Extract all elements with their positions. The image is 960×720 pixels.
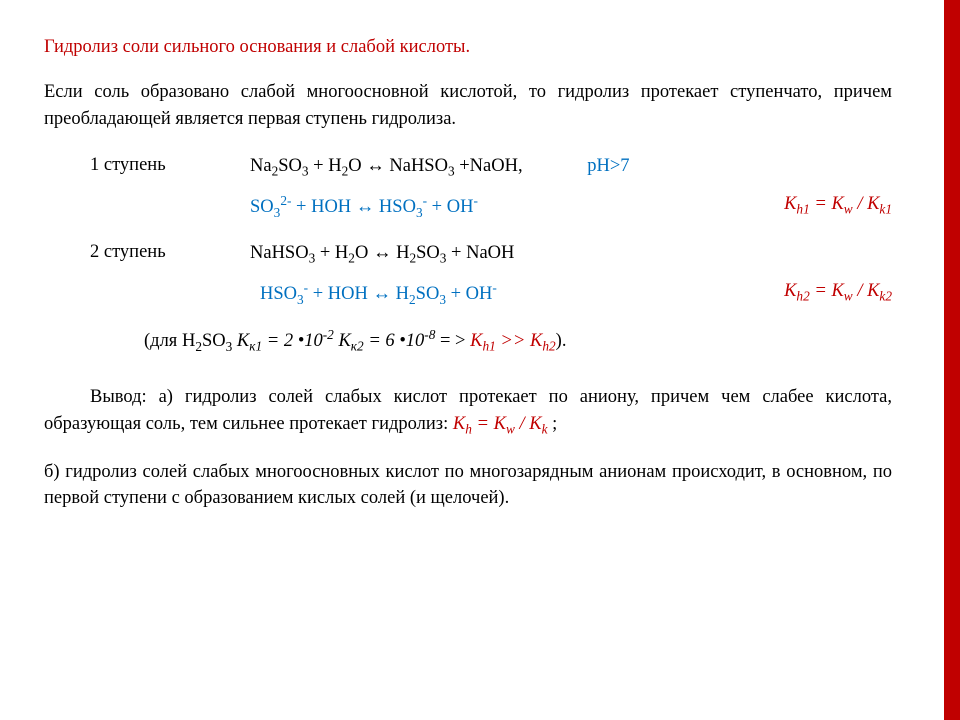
step1-ph: pH>7 — [587, 156, 629, 176]
step1-ionic-eq: SO32- + HOH ↔ HSO3- + OH- — [250, 191, 754, 222]
slide-title: Гидролиз соли сильного основания и слабо… — [44, 34, 892, 61]
k-constants-line: (для H2SO3 Kк1 = 2 •10-2 Kк2 = 6 •10-8 =… — [44, 325, 892, 356]
accent-sidebar — [944, 0, 960, 720]
step1-label: 1 ступень — [90, 152, 250, 181]
conclusion-b: б) гидролиз солей слабых многоосновных к… — [44, 459, 892, 513]
conclusion-a: Вывод: а) гидролиз солей слабых кислот п… — [44, 384, 892, 439]
step2-main-row: 2 ступень NaHSO3 + H2O ↔ H2SO3 + NaOH — [44, 239, 892, 268]
step2-ionic-eq: HSO3- + HOH ↔ H2SO3 + OH- — [260, 278, 754, 309]
step1-ionic-row: SO32- + HOH ↔ HSO3- + OH- Kh1 = Kw / Kk1 — [44, 191, 892, 222]
step1-eq-text: Na2SO3 + H2O ↔ NaHSO3 +NaOH, — [250, 156, 523, 176]
step2-k-expression: Kh2 = Kw / Kk2 — [784, 278, 892, 309]
step1-equation: Na2SO3 + H2O ↔ NaHSO3 +NaOH, pH>7 — [250, 152, 892, 181]
step2-label: 2 ступень — [90, 239, 250, 268]
step2-equation: NaHSO3 + H2O ↔ H2SO3 + NaOH — [250, 239, 892, 268]
intro-paragraph: Если соль образовано слабой многоосновно… — [44, 79, 892, 133]
step1-k-expression: Kh1 = Kw / Kk1 — [784, 191, 892, 222]
slide-content: Гидролиз соли сильного основания и слабо… — [0, 0, 940, 542]
step1-main-row: 1 ступень Na2SO3 + H2O ↔ NaHSO3 +NaOH, p… — [44, 152, 892, 181]
step2-ionic-row: HSO3- + HOH ↔ H2SO3 + OH- Kh2 = Kw / Kk2 — [44, 278, 892, 309]
